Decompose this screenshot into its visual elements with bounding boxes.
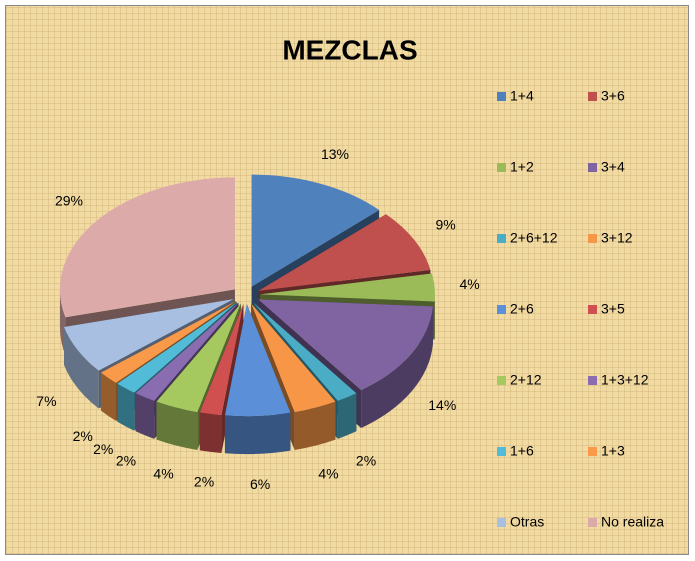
legend-swatch [588, 92, 597, 101]
slice-wall [294, 401, 336, 450]
legend-label: 3+12 [601, 230, 633, 246]
slice-wall [156, 401, 198, 450]
slice [258, 214, 431, 291]
legend-swatch [497, 163, 506, 172]
legend-swatch [588, 163, 597, 172]
slice-wall [199, 412, 222, 454]
legend-label: Otras [510, 514, 544, 530]
legend-label: 1+2 [510, 159, 534, 175]
data-label: 2% [73, 428, 93, 444]
legend-swatch [588, 518, 597, 527]
data-label: 9% [435, 216, 455, 232]
slice [253, 302, 357, 401]
slice [100, 301, 236, 383]
slice-wall [135, 393, 155, 439]
legend-label: 1+3 [601, 443, 625, 459]
legend-swatch [588, 234, 597, 243]
data-label: 4% [153, 465, 173, 481]
slice [251, 174, 380, 287]
legend-swatch [588, 305, 597, 314]
data-label: 4% [459, 276, 479, 292]
slice [258, 299, 433, 390]
data-label: 14% [428, 397, 456, 413]
legend-label: 3+4 [601, 159, 625, 175]
slice [259, 273, 435, 302]
data-label: 2% [93, 441, 113, 457]
data-label: 13% [321, 146, 349, 162]
legend-label: No realiza [601, 514, 664, 530]
slice [224, 304, 291, 417]
data-label: 2% [194, 473, 214, 489]
slice-wall [100, 372, 116, 421]
legend-label: 3+6 [601, 88, 625, 104]
legend-swatch [497, 376, 506, 385]
legend-label: 1+4 [510, 88, 534, 104]
slice [64, 299, 234, 371]
slice-wall [224, 412, 291, 455]
legend-swatch [588, 376, 597, 385]
data-label: 7% [36, 393, 56, 409]
data-label: 2% [356, 452, 376, 468]
slice [59, 177, 235, 318]
legend-label: 2+6+12 [510, 230, 558, 246]
legend-swatch [588, 447, 597, 456]
slice [135, 302, 239, 401]
slice [251, 303, 336, 412]
legend-swatch [497, 447, 506, 456]
slice-wall [361, 306, 433, 428]
legend-label: 2+12 [510, 372, 542, 388]
legend-label: 3+5 [601, 301, 625, 317]
data-label: 4% [318, 465, 338, 481]
slice [156, 303, 241, 412]
legend-swatch [497, 518, 506, 527]
chart-title: MEZCLAS [282, 34, 417, 65]
slice [199, 303, 244, 416]
slice-wall [117, 383, 135, 431]
data-label: 2% [116, 452, 136, 468]
legend-swatch [497, 305, 506, 314]
legend-swatch [497, 92, 506, 101]
legend-label: 2+6 [510, 301, 534, 317]
slice [117, 302, 238, 393]
legend-label: 1+6 [510, 443, 534, 459]
slice-wall [337, 393, 357, 439]
legend-swatch [497, 234, 506, 243]
data-label: 29% [55, 192, 83, 208]
data-label: 6% [250, 476, 270, 492]
slice-wall [64, 326, 99, 409]
legend-label: 1+3+12 [601, 372, 649, 388]
